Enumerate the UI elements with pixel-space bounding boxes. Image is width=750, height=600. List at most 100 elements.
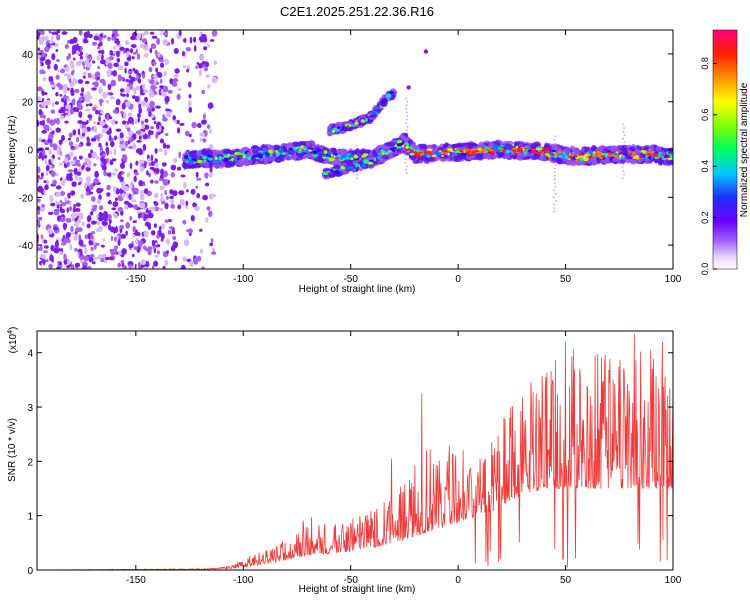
noise-speckle	[69, 81, 75, 87]
noise-speckle	[91, 74, 96, 80]
noise-speckle	[134, 118, 138, 125]
noise-speckle	[160, 78, 163, 84]
noise-speckle	[97, 46, 101, 50]
noise-speckle	[73, 212, 80, 217]
streak-dot	[405, 118, 408, 121]
noise-speckle	[156, 234, 160, 239]
noise-speckle	[69, 243, 73, 251]
band-point	[362, 153, 369, 158]
streak-dot	[406, 115, 409, 117]
noise-speckle	[45, 99, 51, 106]
noise-speckle	[150, 43, 157, 50]
streak-dot	[356, 177, 359, 180]
noise-speckle	[125, 101, 132, 105]
noise-speckle	[55, 92, 59, 97]
noise-speckle	[179, 198, 185, 206]
noise-speckle	[164, 95, 170, 103]
noise-speckle	[119, 88, 125, 93]
noise-speckle	[85, 176, 92, 183]
noise-speckle	[56, 266, 61, 269]
noise-speckle	[139, 166, 144, 172]
streak-dot	[623, 173, 626, 176]
noise-speckle	[149, 31, 155, 35]
noise-speckle	[70, 225, 74, 232]
noise-speckle	[178, 30, 182, 36]
noise-speckle	[147, 246, 153, 251]
noise-speckle	[76, 162, 81, 167]
noise-speckle	[162, 170, 168, 178]
noise-speckle	[97, 121, 100, 126]
noise-speckle	[162, 143, 167, 149]
noise-speckle	[165, 144, 171, 149]
noise-speckle	[47, 227, 53, 235]
noise-speckle	[171, 37, 174, 45]
noise-speckle	[74, 88, 80, 94]
noise-speckle	[189, 260, 194, 267]
noise-speckle	[72, 207, 76, 213]
noise-speckle	[111, 172, 117, 176]
noise-speckle	[82, 264, 87, 269]
noise-speckle	[45, 179, 50, 185]
noise-speckle	[65, 65, 70, 73]
streak-dot	[553, 207, 556, 210]
noise-speckle	[60, 106, 65, 114]
noise-speckle	[83, 66, 86, 69]
noise-speckle	[143, 266, 148, 269]
noise-speckle	[78, 111, 83, 118]
band-halo	[490, 154, 498, 160]
noise-speckle	[40, 172, 44, 177]
streak-dot	[621, 166, 624, 169]
noise-speckle	[75, 107, 80, 113]
noise-speckle	[155, 133, 159, 139]
noise-speckle	[101, 220, 108, 226]
noise-speckle	[146, 170, 149, 176]
noise-speckle	[137, 232, 141, 237]
noise-speckle	[49, 119, 55, 126]
noise-speckle	[90, 137, 97, 142]
noise-speckle	[73, 204, 76, 209]
noise-speckle	[63, 253, 67, 261]
noise-speckle	[184, 130, 190, 137]
noise-speckle	[74, 247, 78, 252]
noise-speckle	[99, 132, 103, 139]
noise-speckle	[132, 225, 136, 233]
noise-speckle	[39, 120, 44, 126]
noise-speckle	[180, 264, 186, 269]
noise-speckle	[148, 207, 152, 211]
noise-speckle	[131, 193, 135, 197]
noise-speckle	[96, 55, 101, 61]
streak-dot	[404, 158, 407, 161]
noise-speckle	[69, 60, 74, 65]
noise-speckle	[142, 73, 146, 79]
noise-speckle	[147, 248, 152, 256]
noise-speckle	[201, 266, 205, 269]
noise-speckle	[166, 250, 170, 254]
noise-speckle	[62, 222, 68, 230]
noise-speckle	[65, 217, 72, 223]
noise-speckle	[50, 244, 55, 252]
noise-speckle	[74, 208, 81, 212]
noise-speckle	[113, 148, 117, 156]
noise-speckle	[149, 166, 155, 170]
noise-speckle	[73, 167, 78, 175]
noise-speckle	[58, 84, 64, 90]
noise-speckle	[108, 218, 112, 224]
streak-dot	[406, 165, 409, 168]
noise-speckle	[88, 33, 93, 39]
noise-speckle	[194, 206, 200, 212]
noise-speckle	[90, 204, 94, 208]
noise-speckle	[205, 74, 210, 78]
noise-speckle	[66, 265, 71, 269]
noise-speckle	[213, 60, 218, 65]
noise-speckle	[78, 215, 84, 220]
noise-speckle	[110, 235, 114, 242]
noise-speckle	[165, 238, 170, 245]
noise-speckle	[60, 68, 66, 74]
noise-speckle	[114, 33, 120, 37]
noise-speckle	[84, 98, 91, 103]
noise-speckle	[142, 46, 149, 51]
noise-speckle	[94, 170, 99, 178]
noise-speckle	[96, 187, 102, 194]
noise-speckle	[155, 105, 161, 109]
noise-speckle	[69, 160, 76, 165]
